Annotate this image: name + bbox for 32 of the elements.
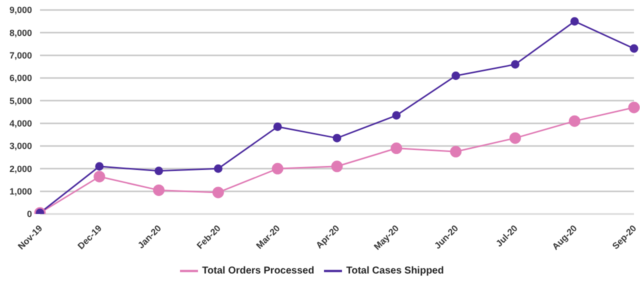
y-tick-label: 3,000 xyxy=(9,141,32,152)
y-tick-label: 5,000 xyxy=(9,96,32,106)
y-tick-label: 4,000 xyxy=(9,118,32,129)
point xyxy=(568,115,580,127)
point xyxy=(452,71,460,80)
point xyxy=(273,122,282,131)
legend-label: Total Orders Processed xyxy=(202,266,314,277)
y-tick-label: 6,000 xyxy=(9,73,32,84)
y-tick-label: 9,000 xyxy=(9,5,32,16)
point xyxy=(509,132,521,144)
point xyxy=(390,142,402,154)
y-tick-label: 8,000 xyxy=(9,28,32,38)
point xyxy=(212,186,224,198)
point xyxy=(510,60,520,69)
point xyxy=(450,146,462,158)
legend-label: Total Cases Shipped xyxy=(346,266,444,277)
y-tick-label: 2,000 xyxy=(9,164,32,174)
point xyxy=(94,170,106,182)
point xyxy=(331,160,343,172)
y-tick-label: 1,000 xyxy=(9,186,32,197)
point xyxy=(272,162,284,174)
y-tick-label: 7,000 xyxy=(9,50,32,61)
point xyxy=(153,184,165,196)
y-tick-label: 0 xyxy=(26,209,32,220)
point xyxy=(154,166,164,176)
point xyxy=(630,44,638,53)
point xyxy=(392,111,401,120)
point xyxy=(95,162,104,171)
point xyxy=(332,134,342,142)
point xyxy=(570,17,579,26)
point xyxy=(214,164,222,173)
point xyxy=(628,102,640,114)
